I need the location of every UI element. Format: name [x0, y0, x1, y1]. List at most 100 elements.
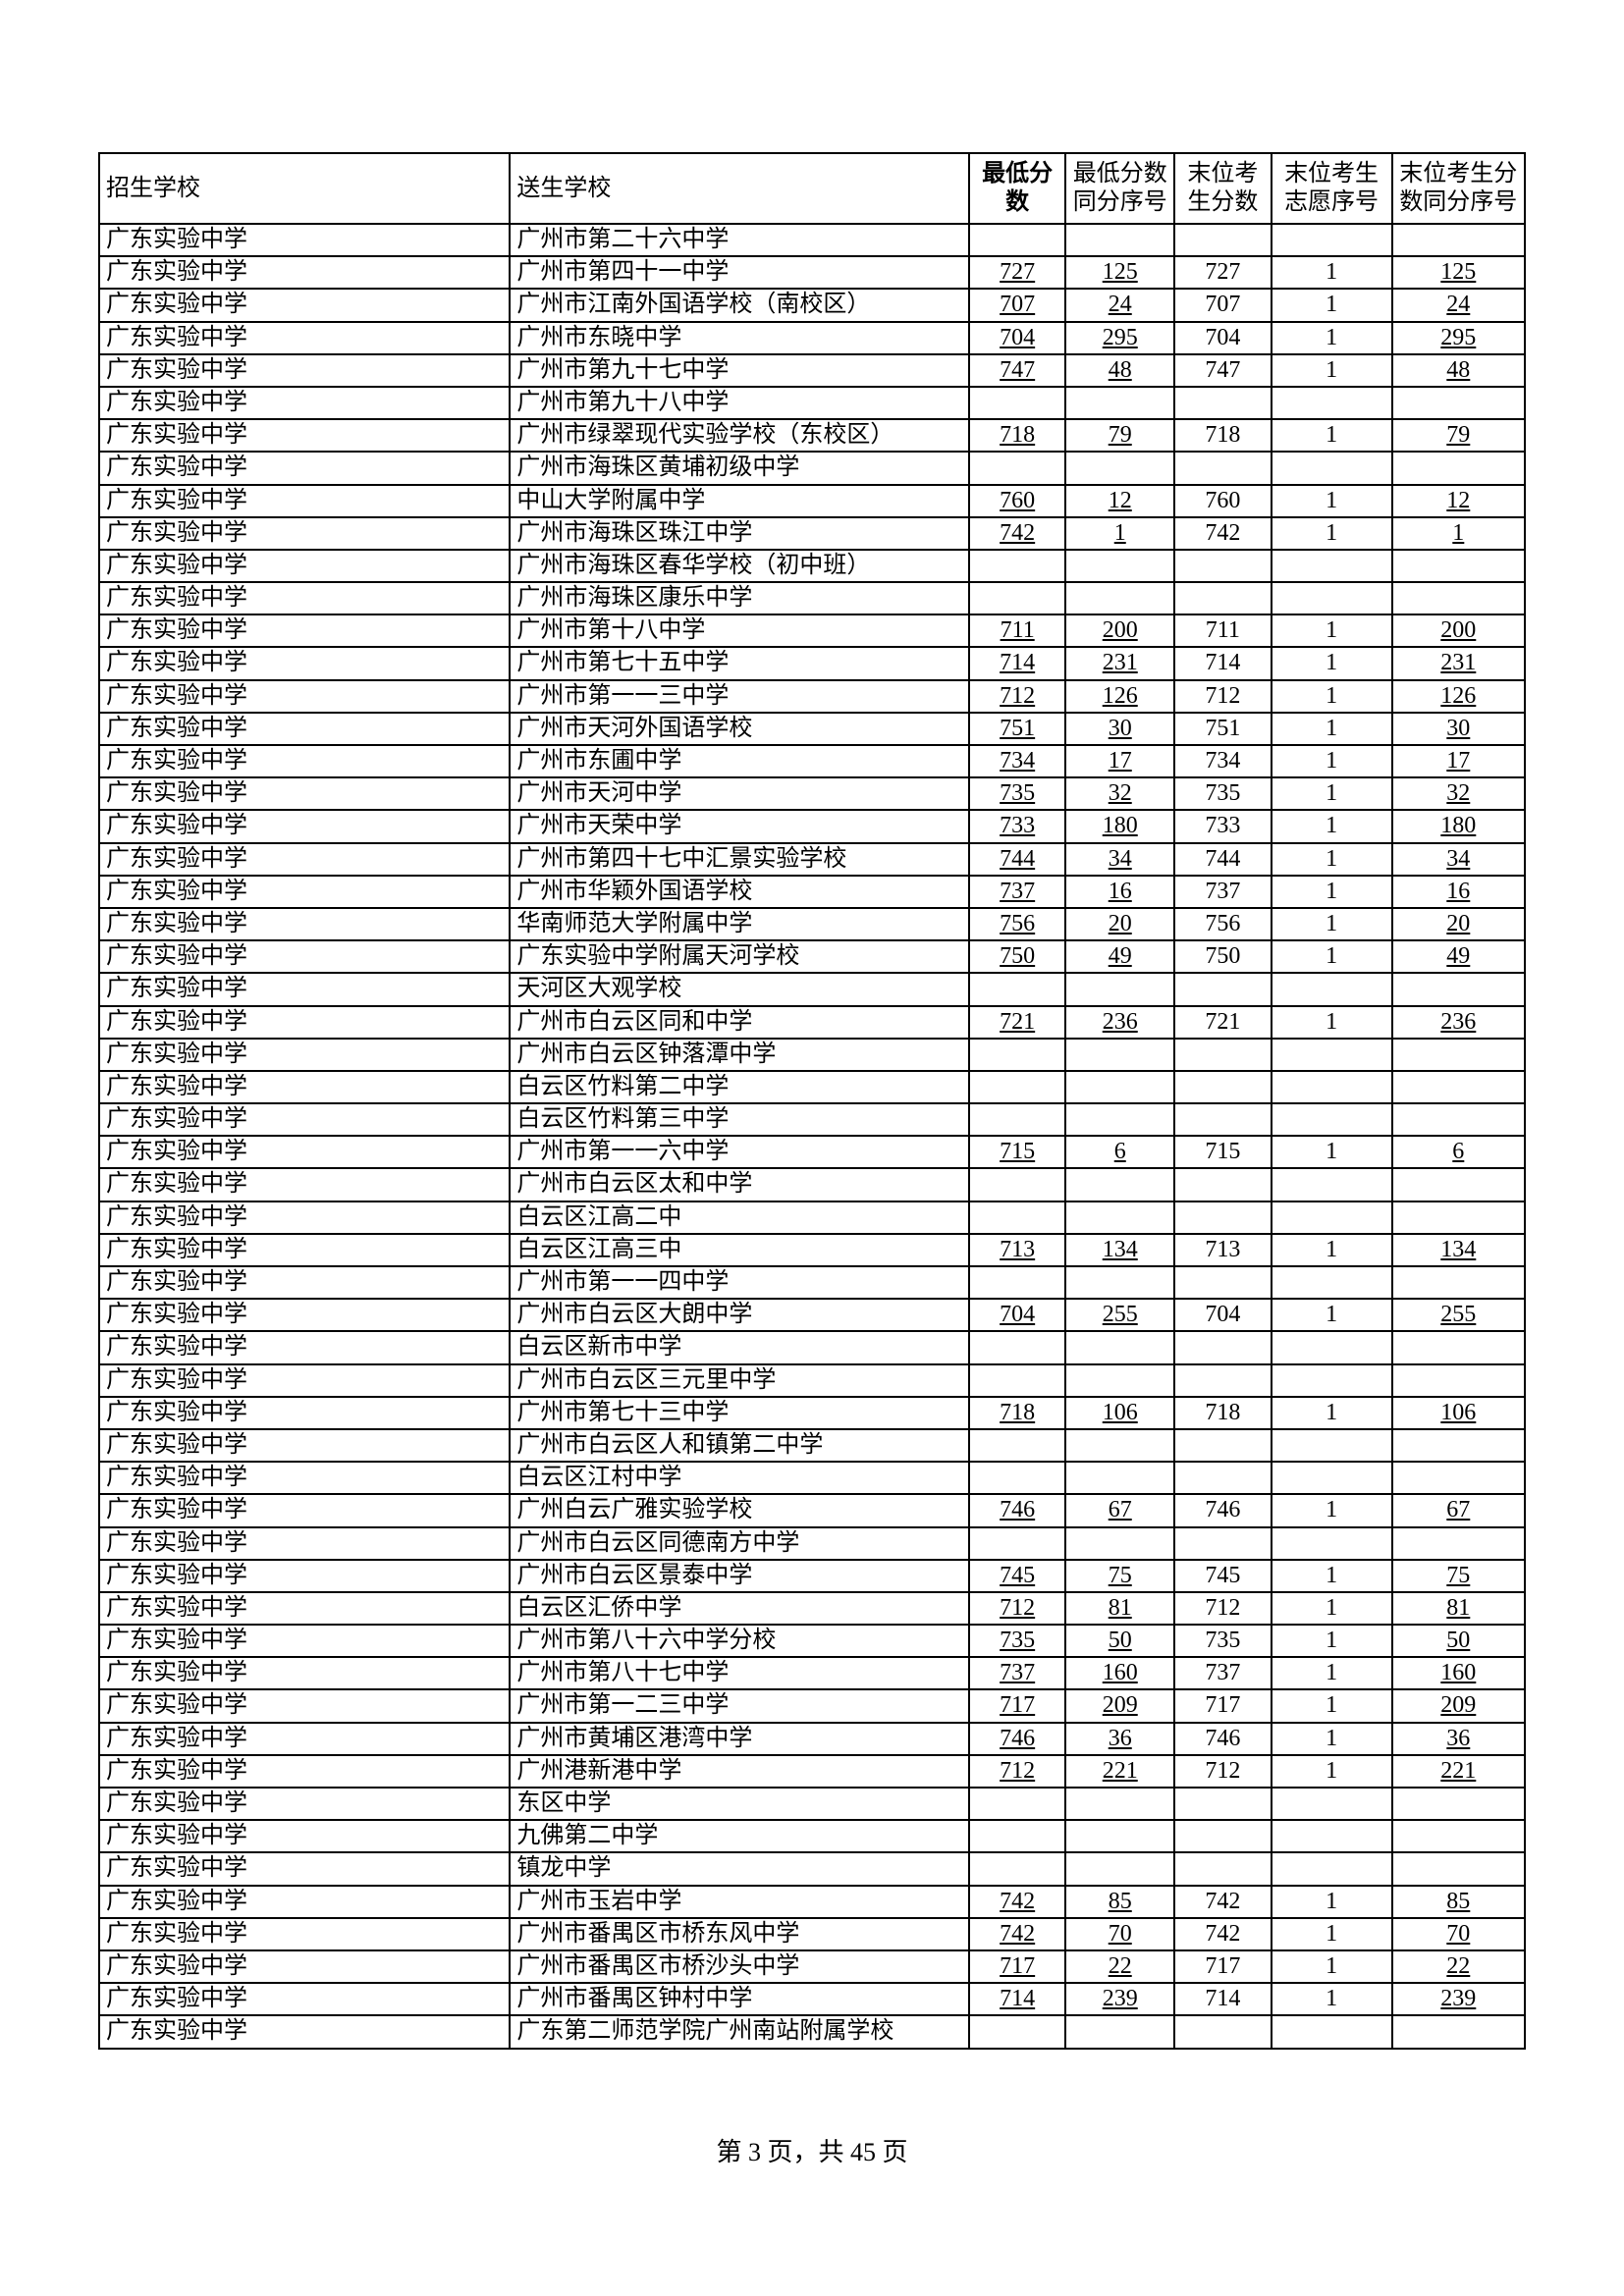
cell: 727: [1174, 256, 1271, 289]
cell: [1065, 1071, 1174, 1103]
cell: 广州市海珠区黄埔初级中学: [510, 452, 969, 484]
cell: 48: [1392, 354, 1525, 387]
cell: 广东实验中学: [99, 452, 510, 484]
cell: 1: [1272, 1136, 1392, 1168]
cell: 714: [1174, 647, 1271, 679]
cell: [1174, 1103, 1271, 1136]
cell: 735: [1174, 777, 1271, 810]
cell: 广州市第四十一中学: [510, 256, 969, 289]
cell: [1272, 387, 1392, 419]
table-row: 广东实验中学白云区江村中学: [99, 1462, 1525, 1494]
cell: 727: [969, 256, 1065, 289]
cell: [1272, 1039, 1392, 1071]
cell: 1: [1272, 908, 1392, 940]
table-row: 广东实验中学广州白云广雅实验学校74667746167: [99, 1494, 1525, 1526]
cell: 1: [1272, 1234, 1392, 1266]
cell: [1174, 1039, 1271, 1071]
cell: [1392, 1103, 1525, 1136]
cell: [1392, 1168, 1525, 1201]
cell: [969, 1364, 1065, 1397]
cell: 广州市白云区大朗中学: [510, 1299, 969, 1331]
cell: [1272, 1266, 1392, 1299]
cell: [1392, 1039, 1525, 1071]
cell: 79: [1392, 419, 1525, 452]
cell: 30: [1392, 713, 1525, 745]
header-n4: 末位考生分数同分序号: [1392, 153, 1525, 224]
cell: [1174, 224, 1271, 256]
table-row: 广东实验中学广州市第一一六中学715671516: [99, 1136, 1525, 1168]
footer-total: 45: [850, 2138, 876, 2166]
header-send: 送生学校: [510, 153, 969, 224]
cell: 67: [1065, 1494, 1174, 1526]
cell: 白云区竹料第三中学: [510, 1103, 969, 1136]
cell: 广州市第七十三中学: [510, 1397, 969, 1429]
table-row: 广东实验中学华南师范大学附属中学75620756120: [99, 908, 1525, 940]
table-row: 广东实验中学广州市白云区钟落潭中学: [99, 1039, 1525, 1071]
cell: 广东实验中学: [99, 1299, 510, 1331]
cell: 721: [1174, 1006, 1271, 1039]
cell: 1: [1272, 713, 1392, 745]
cell: 广州市番禺区市桥东风中学: [510, 1918, 969, 1950]
cell: 白云区江高三中: [510, 1234, 969, 1266]
cell: 22: [1392, 1950, 1525, 1983]
table-row: 广东实验中学广东第二师范学院广州南站附属学校: [99, 2015, 1525, 2048]
cell: 707: [1174, 289, 1271, 321]
cell: [1272, 1103, 1392, 1136]
cell: 712: [969, 1755, 1065, 1788]
cell: 707: [969, 289, 1065, 321]
cell: [1392, 1788, 1525, 1820]
cell: [1174, 1462, 1271, 1494]
cell: [969, 550, 1065, 582]
cell: 广东实验中学: [99, 1527, 510, 1560]
cell: [1065, 1852, 1174, 1885]
cell: 295: [1392, 322, 1525, 354]
cell: 1: [1392, 517, 1525, 550]
cell: [1272, 1852, 1392, 1885]
cell: 九佛第二中学: [510, 1820, 969, 1852]
cell: [1174, 1201, 1271, 1234]
table-row: 广东实验中学广州市白云区大朗中学7042557041255: [99, 1299, 1525, 1331]
cell: 1: [1272, 1006, 1392, 1039]
cell: 1: [1272, 777, 1392, 810]
cell: 1: [1272, 843, 1392, 876]
cell: 735: [969, 1625, 1065, 1657]
cell: 广东实验中学: [99, 810, 510, 842]
cell: 广东实验中学: [99, 908, 510, 940]
table-row: 广东实验中学广州市绿翠现代实验学校（东校区）71879718179: [99, 419, 1525, 452]
cell: 广东实验中学: [99, 940, 510, 973]
cell: 广东实验中学: [99, 1266, 510, 1299]
cell: 714: [1174, 1983, 1271, 2015]
cell: 1: [1272, 1592, 1392, 1625]
cell: 广东实验中学: [99, 1364, 510, 1397]
table-row: 广东实验中学广州市白云区人和镇第二中学: [99, 1429, 1525, 1462]
cell: 160: [1065, 1657, 1174, 1689]
cell: 714: [969, 1983, 1065, 2015]
page-container: 招生学校 送生学校 最低分数 最低分数同分序号 末位考生分数 末位考生志愿序号 …: [0, 0, 1624, 2296]
cell: 广东实验中学: [99, 1950, 510, 1983]
table-row: 广东实验中学广州市第二十六中学: [99, 224, 1525, 256]
cell: 742: [1174, 1886, 1271, 1918]
cell: 180: [1065, 810, 1174, 842]
table-row: 广东实验中学广州市第八十七中学7371607371160: [99, 1657, 1525, 1689]
cell: 239: [1392, 1983, 1525, 2015]
cell: 81: [1065, 1592, 1174, 1625]
cell: 广东实验中学: [99, 745, 510, 777]
cell: 白云区新市中学: [510, 1331, 969, 1363]
cell: 75: [1392, 1560, 1525, 1592]
cell: 712: [969, 1592, 1065, 1625]
table-row: 广东实验中学广州市第一二三中学7172097171209: [99, 1689, 1525, 1722]
data-table: 招生学校 送生学校 最低分数 最低分数同分序号 末位考生分数 末位考生志愿序号 …: [98, 152, 1526, 2050]
cell: 734: [1174, 745, 1271, 777]
cell: 1: [1272, 1299, 1392, 1331]
cell: 广东实验中学: [99, 419, 510, 452]
cell: 81: [1392, 1592, 1525, 1625]
cell: 广州市番禺区市桥沙头中学: [510, 1950, 969, 1983]
cell: [1174, 973, 1271, 1005]
cell: 160: [1392, 1657, 1525, 1689]
cell: [1065, 973, 1174, 1005]
cell: 广东实验中学: [99, 550, 510, 582]
cell: 742: [969, 1886, 1065, 1918]
cell: 白云区江高二中: [510, 1201, 969, 1234]
cell: 镇龙中学: [510, 1852, 969, 1885]
table-row: 广东实验中学广州市番禺区市桥东风中学74270742170: [99, 1918, 1525, 1950]
